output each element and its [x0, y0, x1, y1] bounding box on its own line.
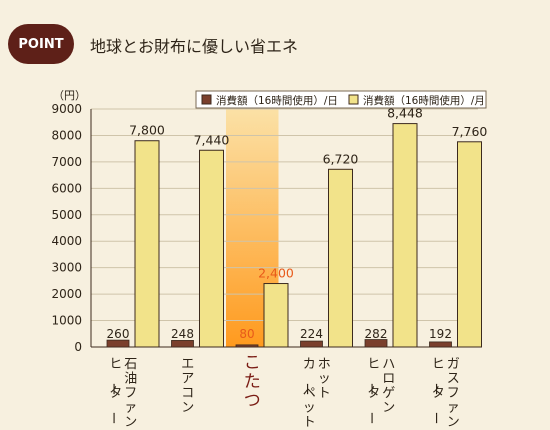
y-tick-label: 2000 — [51, 287, 82, 301]
data-label-monthly: 2,400 — [258, 266, 294, 281]
bar-monthly — [199, 149, 224, 348]
category-label: ガスファンヒーター — [428, 357, 460, 430]
page-title: 地球とお財布に優しい省エネ — [90, 37, 299, 56]
data-label-daily: 260 — [107, 327, 130, 341]
category-label: ホットカーペット — [299, 357, 331, 430]
bar-daily — [429, 341, 452, 348]
y-tick-label: 9000 — [51, 102, 82, 116]
legend-box — [195, 90, 487, 109]
y-tick-label: 7000 — [51, 155, 82, 169]
point-badge: POINT — [8, 24, 74, 64]
data-label-monthly: 8,448 — [387, 106, 423, 121]
legend-swatch-daily — [201, 94, 212, 105]
data-label-daily: 80 — [239, 327, 254, 341]
category-label: ハロゲンヒーター — [363, 357, 395, 425]
bar-monthly — [392, 123, 418, 348]
data-label-monthly: 7,800 — [129, 123, 165, 138]
legend-label-daily: 消費額（16時間使用）/日 — [216, 94, 338, 107]
data-label-monthly: 7,440 — [194, 132, 230, 147]
category-label: エアコン — [181, 357, 194, 416]
bar-monthly — [263, 283, 289, 348]
category-label: こたつ — [244, 353, 261, 411]
y-tick-label: 1000 — [51, 314, 82, 328]
legend-label-monthly: 消費額（16時間使用）/月 — [363, 94, 485, 107]
bar-monthly — [457, 141, 482, 348]
bar-daily — [235, 344, 259, 348]
category-label: 石油ファンヒーター — [105, 357, 137, 430]
y-tick-label: 6000 — [51, 181, 82, 195]
data-label-monthly: 6,720 — [323, 151, 359, 166]
data-label-daily: 192 — [429, 327, 452, 341]
data-label-monthly: 7,760 — [452, 124, 488, 139]
bar-daily — [171, 340, 194, 348]
y-tick-label: 0 — [74, 340, 82, 354]
y-tick-label: 5000 — [51, 208, 82, 222]
bar-daily — [106, 339, 130, 348]
bar-daily — [300, 340, 323, 348]
y-unit-label: （円） — [53, 89, 86, 102]
bar-monthly — [134, 140, 160, 348]
data-label-daily: 282 — [365, 327, 388, 341]
y-tick-label: 8000 — [51, 128, 82, 142]
y-tick-label: 3000 — [51, 261, 82, 275]
data-label-daily: 224 — [300, 327, 323, 341]
bar-daily — [364, 339, 388, 348]
y-tick-label: 4000 — [51, 234, 82, 248]
legend-swatch-monthly — [348, 94, 359, 105]
bar-monthly — [328, 168, 353, 348]
data-label-daily: 248 — [171, 327, 194, 341]
